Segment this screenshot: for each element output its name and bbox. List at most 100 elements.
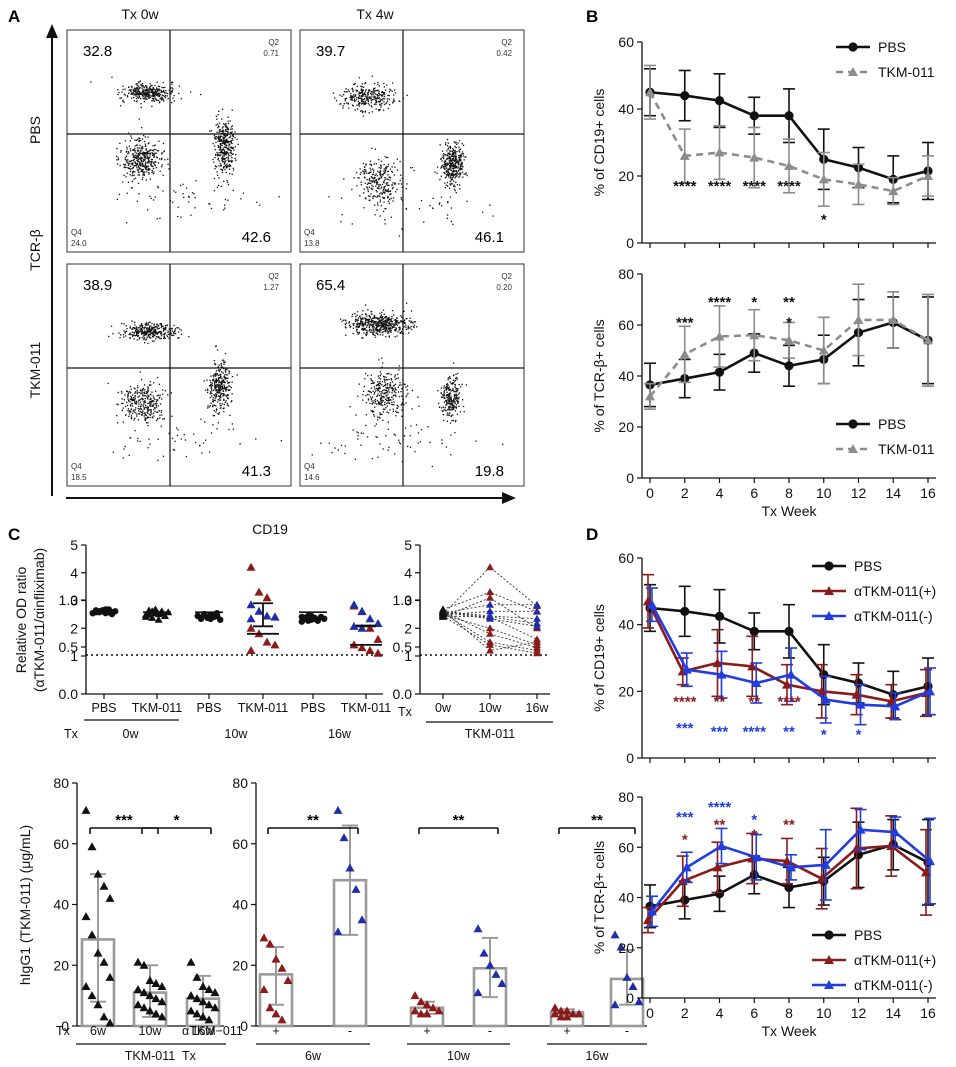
event-dot [152, 332, 155, 334]
event-dot [188, 196, 190, 199]
event-dot [218, 369, 220, 372]
event-dot [455, 173, 457, 176]
y-tick-label: 80 [618, 266, 634, 282]
event-dot [141, 161, 143, 163]
event-dot [140, 333, 143, 335]
event-dot [398, 396, 401, 398]
event-dot [220, 363, 223, 365]
event-dot [157, 162, 160, 164]
event-dot [157, 95, 159, 97]
event-dot [218, 389, 221, 392]
event-dot [398, 439, 400, 441]
event-dot [379, 93, 381, 96]
event-dot [137, 165, 139, 167]
data-point [714, 331, 725, 341]
x-tick-label: 10 [816, 485, 832, 501]
event-dot [148, 92, 150, 94]
event-dot [447, 172, 449, 174]
event-dot [446, 217, 448, 219]
event-dot [217, 389, 220, 391]
event-dot [132, 327, 134, 329]
event-dot [159, 101, 161, 103]
event-dot [454, 401, 456, 403]
event-dot [134, 154, 136, 157]
event-dot [377, 81, 379, 84]
event-dot [142, 176, 144, 179]
event-dot [367, 319, 369, 321]
event-dot [372, 186, 374, 188]
event-dot [143, 395, 145, 397]
y-axis-title: % of CD19+ cells [591, 89, 607, 197]
event-dot [128, 333, 130, 336]
event-dot [391, 170, 393, 172]
event-dot [223, 132, 225, 134]
event-dot [168, 432, 170, 434]
event-dot [220, 393, 222, 396]
event-dot [146, 411, 148, 413]
event-dot [148, 159, 150, 161]
event-dot [223, 393, 225, 396]
event-dot [117, 93, 119, 96]
event-dot [375, 100, 377, 102]
event-dot [215, 386, 218, 388]
event-dot [138, 95, 140, 97]
event-dot [129, 168, 131, 170]
event-dot [137, 149, 140, 151]
event-dot [159, 170, 161, 172]
event-dot [453, 180, 455, 182]
event-dot [381, 103, 383, 105]
data-point [270, 612, 280, 621]
event-dot [448, 172, 450, 174]
event-dot [399, 443, 401, 445]
event-dot [235, 154, 237, 156]
event-dot [146, 152, 148, 154]
event-dot [219, 404, 221, 407]
event-dot [371, 75, 373, 77]
event-dot [134, 145, 136, 147]
data-point [198, 982, 208, 991]
event-dot [143, 172, 145, 174]
event-dot [147, 88, 149, 90]
event-dot [134, 147, 136, 150]
event-dot [372, 382, 375, 384]
series-1 [644, 64, 934, 207]
event-dot [446, 420, 448, 422]
event-dot [226, 165, 228, 167]
event-dot [362, 115, 364, 117]
event-dot [133, 96, 135, 99]
event-dot [358, 93, 360, 95]
event-dot [140, 165, 142, 167]
event-dot [386, 84, 388, 86]
event-dot [388, 202, 391, 205]
event-dot [351, 315, 353, 318]
event-dot [152, 154, 154, 157]
event-dot [219, 147, 222, 149]
data-point [714, 147, 725, 157]
event-dot [136, 87, 138, 89]
event-dot [378, 159, 380, 161]
event-dot [379, 334, 381, 336]
event-dot [222, 129, 224, 131]
event-dot [442, 395, 445, 397]
event-dot [122, 85, 124, 87]
quadrant-q1-value: 65.4 [316, 277, 345, 294]
event-dot [387, 319, 389, 321]
event-dot [231, 393, 233, 395]
event-dot [151, 91, 153, 93]
event-dot [230, 159, 232, 162]
series-line [648, 91, 929, 193]
event-dot [462, 399, 464, 401]
data-point [634, 997, 644, 1006]
event-dot [371, 181, 374, 183]
event-dot [135, 407, 137, 409]
event-dot [142, 406, 145, 408]
event-dot [358, 323, 360, 325]
event-dot [125, 176, 127, 178]
data-point [486, 614, 494, 622]
event-dot [397, 391, 400, 393]
event-dot [358, 105, 360, 107]
event-dot [455, 404, 458, 406]
event-dot [372, 197, 374, 200]
event-dot [134, 335, 137, 337]
